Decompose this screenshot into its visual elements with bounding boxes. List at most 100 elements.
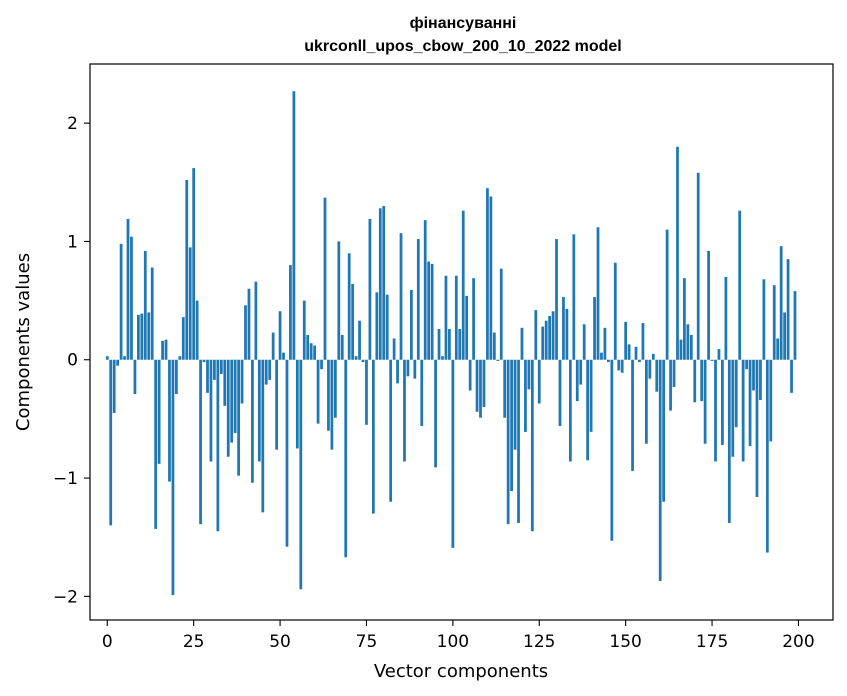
bar <box>689 334 693 360</box>
bar <box>724 276 728 360</box>
bar <box>634 346 638 360</box>
bar <box>410 289 413 360</box>
bar <box>302 300 306 360</box>
bar <box>606 359 610 363</box>
bar <box>524 359 527 432</box>
bar <box>558 359 562 426</box>
bar <box>458 328 462 360</box>
bar <box>586 359 590 461</box>
bar <box>686 324 690 360</box>
bar <box>679 339 683 360</box>
bar <box>565 308 569 360</box>
bar <box>593 297 596 360</box>
bar <box>669 359 672 411</box>
bar <box>731 359 735 457</box>
x-tick-label: 50 <box>269 632 291 652</box>
bar <box>520 327 524 360</box>
bar <box>548 315 551 360</box>
bar <box>209 359 213 462</box>
bar <box>624 321 628 360</box>
bar <box>517 359 520 523</box>
x-tick-label: 100 <box>437 632 469 652</box>
bar <box>551 311 555 360</box>
bar <box>651 353 655 360</box>
y-tick-label: 2 <box>67 114 78 134</box>
bar <box>741 359 745 462</box>
bar <box>734 359 738 428</box>
bar <box>582 324 586 360</box>
bar <box>171 359 175 596</box>
bar <box>233 359 237 434</box>
x-axis-label: Vector components <box>374 661 548 682</box>
bar <box>779 246 783 360</box>
bar <box>109 359 113 526</box>
y-tick-label: 0 <box>67 351 78 371</box>
bar <box>251 359 254 483</box>
bar <box>603 327 607 360</box>
x-tick-label: 200 <box>782 632 814 652</box>
bar <box>658 359 662 581</box>
bar <box>676 146 679 360</box>
bar <box>223 359 227 406</box>
bar <box>534 310 538 360</box>
bar <box>264 359 268 385</box>
bar <box>600 352 603 360</box>
bar <box>714 359 717 462</box>
bar <box>430 263 434 360</box>
bar <box>472 278 475 360</box>
bar <box>555 239 558 360</box>
bar <box>337 241 341 360</box>
bar <box>572 234 576 360</box>
bar <box>192 168 196 360</box>
bar <box>596 227 600 360</box>
bar <box>365 359 368 425</box>
bar <box>320 359 323 370</box>
bar <box>662 359 666 502</box>
bar <box>195 300 199 360</box>
bar <box>693 359 697 403</box>
bar <box>244 305 247 360</box>
bar <box>492 332 496 360</box>
bar <box>143 250 147 360</box>
bar <box>240 359 244 404</box>
bar <box>783 312 786 360</box>
bar <box>745 359 748 370</box>
bar <box>527 359 531 390</box>
x-tick-label: 125 <box>523 632 555 652</box>
bar <box>707 250 710 360</box>
bar <box>181 317 185 360</box>
bar <box>206 359 209 393</box>
bar <box>427 261 431 360</box>
bar <box>482 359 486 408</box>
bar <box>738 210 742 360</box>
bar <box>655 359 659 392</box>
bar <box>765 359 769 553</box>
bar <box>282 352 285 360</box>
bar <box>292 91 296 360</box>
bar <box>396 359 399 384</box>
bar <box>416 239 420 360</box>
bar <box>444 275 448 360</box>
bar <box>465 295 469 360</box>
bar <box>537 359 541 404</box>
x-tick-label: 0 <box>102 632 113 652</box>
bar <box>140 313 144 360</box>
bar <box>271 332 275 360</box>
bar <box>423 220 427 360</box>
bar <box>157 359 161 464</box>
bar <box>164 339 168 360</box>
bar <box>289 265 292 360</box>
bar <box>147 312 151 360</box>
bar <box>116 359 120 366</box>
bar <box>327 359 330 431</box>
bar <box>226 359 230 457</box>
bar <box>306 334 310 360</box>
bar <box>178 356 182 360</box>
bar <box>441 356 444 360</box>
bar <box>119 243 123 360</box>
bar <box>361 359 365 363</box>
chart-subtitle: ukrconll_upos_cbow_200_10_2022 model <box>304 38 621 55</box>
bar <box>247 288 251 360</box>
bar <box>589 359 593 432</box>
